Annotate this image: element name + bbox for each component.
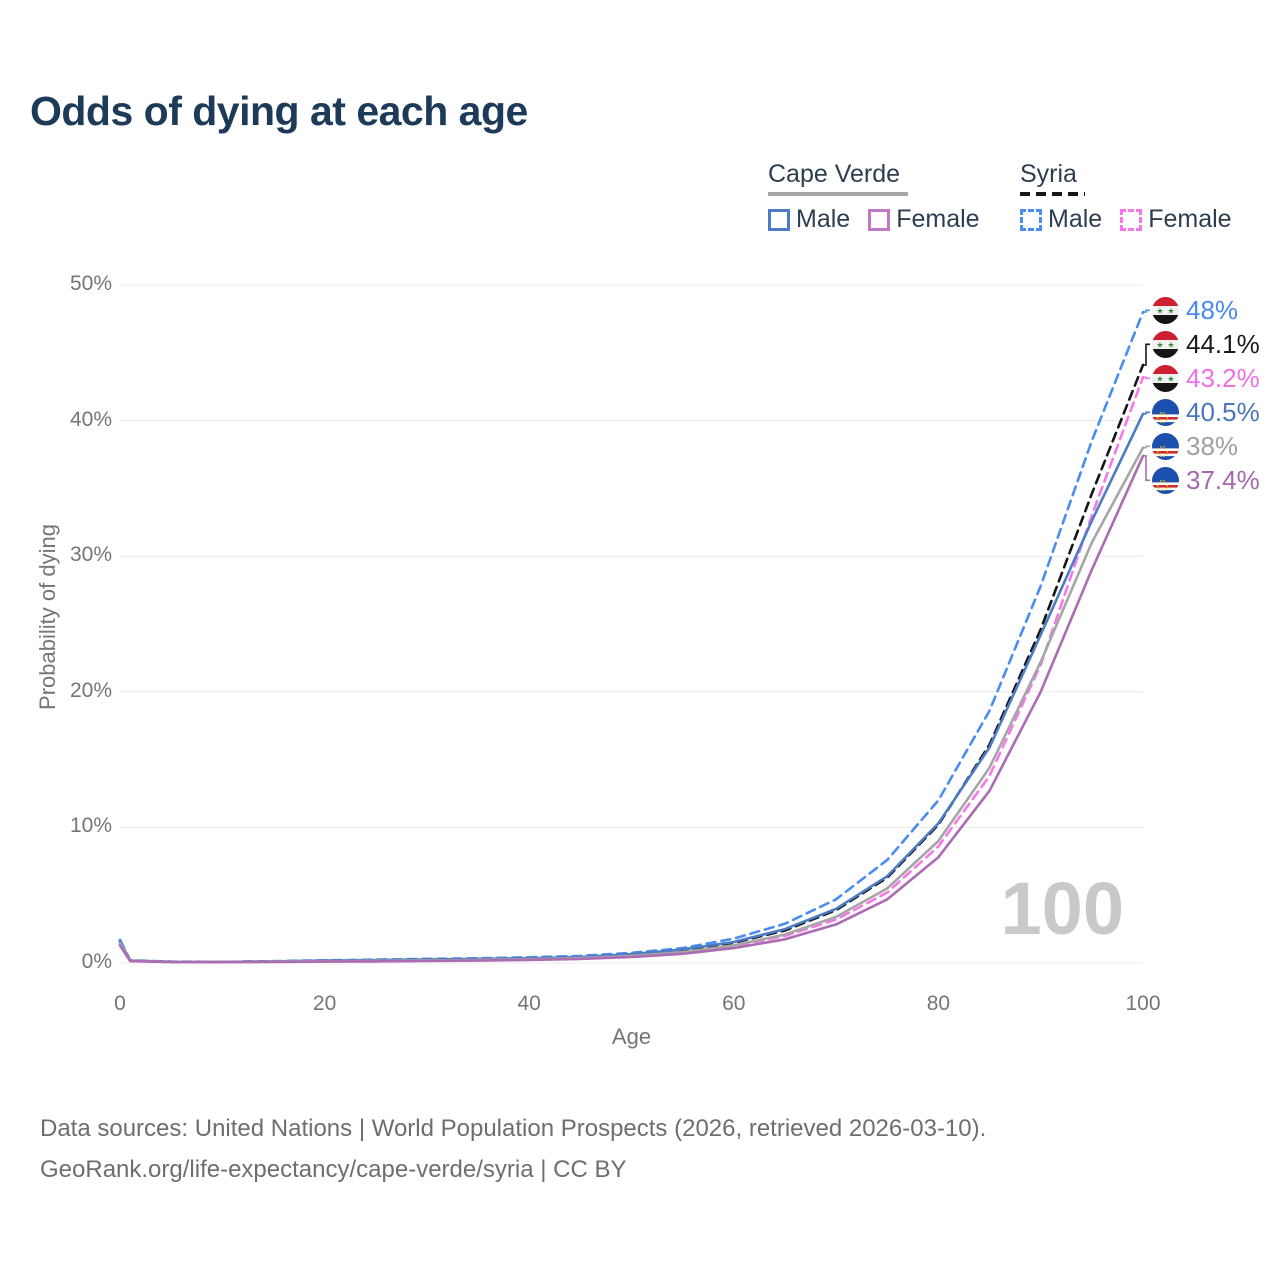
- y-tick-label: 40%: [69, 407, 112, 431]
- cape-verde-flag-icon: [1152, 398, 1179, 426]
- syria-flag-icon: ★ ★: [1152, 330, 1179, 358]
- legend-item-syria-male[interactable]: Male: [1020, 205, 1102, 234]
- series-line-cape-verde-female[interactable]: [118, 454, 1145, 964]
- data-sources-text: Data sources: United Nations | World Pop…: [40, 1115, 987, 1142]
- end-label-connector: [1143, 376, 1150, 380]
- end-label-syria-male[interactable]: ★ ★ 48%: [1152, 293, 1238, 327]
- x-tick-label: 40: [517, 992, 541, 1015]
- legend-group-cape-verde: Cape Verde Male Female: [768, 160, 980, 234]
- end-label-value: 43.2%: [1186, 362, 1260, 393]
- x-tick-label: 0: [114, 992, 126, 1015]
- end-label-value: 48%: [1186, 294, 1239, 325]
- end-label-syria-female[interactable]: ★ ★ 43.2%: [1152, 361, 1260, 395]
- female-swatch-icon: [868, 208, 891, 231]
- legend-item-cape-verde-female[interactable]: Female: [868, 205, 980, 234]
- footer: Data sources: United Nations | World Pop…: [40, 1108, 986, 1190]
- syria-flag-icon: ★ ★: [1152, 364, 1179, 392]
- legend-item-syria-female[interactable]: Female: [1120, 205, 1232, 234]
- x-tick-label: 60: [722, 992, 746, 1015]
- age-counter-watermark: 100: [1000, 867, 1124, 950]
- svg-text:★: ★: [1167, 374, 1174, 383]
- male-swatch-icon: [1020, 208, 1042, 231]
- cape-verde-flag-icon: [1152, 466, 1179, 494]
- series-line-syria-female[interactable]: [118, 375, 1145, 964]
- legend-item-cape-verde-male[interactable]: Male: [768, 205, 850, 234]
- legend-item-label: Male: [1048, 205, 1103, 233]
- end-label-value: 40.5%: [1186, 396, 1260, 427]
- end-label-connector: [1143, 309, 1150, 313]
- end-label-value: 44.1%: [1186, 328, 1260, 359]
- svg-text:★: ★: [1167, 306, 1174, 315]
- series-line-syria[interactable]: [118, 363, 1145, 964]
- gridlines: [120, 284, 1143, 964]
- legend-underline-solid: [768, 192, 908, 196]
- svg-text:★: ★: [1156, 306, 1163, 315]
- male-swatch-icon: [768, 208, 790, 231]
- end-label-cape-verde-female[interactable]: 37.4%: [1152, 463, 1260, 497]
- legend-item-label: Female: [1148, 205, 1232, 233]
- end-label-value: 37.4%: [1186, 464, 1260, 495]
- legend-item-label: Male: [796, 205, 851, 233]
- y-tick-label: 50%: [69, 272, 112, 295]
- female-swatch-icon: [1120, 208, 1143, 231]
- legend-underline-dashed: [1020, 192, 1085, 196]
- end-label-connector: [1143, 445, 1150, 449]
- y-tick-label: 30%: [69, 543, 112, 567]
- legend-country-label: Cape Verde: [768, 160, 901, 188]
- x-tick-label: 100: [1125, 992, 1161, 1015]
- end-label-cape-verde[interactable]: 38%: [1152, 429, 1238, 463]
- attribution-link-text[interactable]: GeoRank.org/life-expectancy/cape-verde/s…: [40, 1156, 627, 1183]
- x-tick-label: 80: [926, 992, 951, 1015]
- svg-text:★: ★: [1156, 374, 1163, 383]
- end-label-syria[interactable]: ★ ★ 44.1%: [1152, 327, 1260, 361]
- page-title: Odds of dying at each age: [30, 88, 528, 134]
- svg-text:★: ★: [1167, 340, 1174, 349]
- series-line-cape-verde[interactable]: [118, 446, 1145, 964]
- y-tick-label: 0%: [81, 950, 112, 973]
- syria-flag-icon: ★ ★: [1152, 296, 1179, 324]
- end-label-value: 38%: [1186, 430, 1239, 461]
- end-label-connector: [1143, 343, 1150, 366]
- cape-verde-flag-icon: [1152, 432, 1179, 460]
- x-tick-label: 20: [312, 992, 337, 1015]
- end-label-connector: [1143, 411, 1150, 415]
- x-axis-title: Age: [611, 1024, 652, 1049]
- y-tick-label: 10%: [69, 814, 112, 838]
- legend-item-label: Female: [896, 205, 980, 233]
- svg-text:★: ★: [1156, 340, 1163, 349]
- legend-group-syria: Syria Male Female: [1020, 160, 1232, 234]
- series-line-cape-verde-male[interactable]: [118, 412, 1145, 964]
- y-tick-label: 20%: [69, 678, 112, 702]
- end-label-connector: [1143, 455, 1150, 482]
- legend-country-label: Syria: [1020, 160, 1077, 188]
- series-line-syria-male[interactable]: [118, 310, 1145, 964]
- end-label-cape-verde-male[interactable]: 40.5%: [1152, 395, 1260, 429]
